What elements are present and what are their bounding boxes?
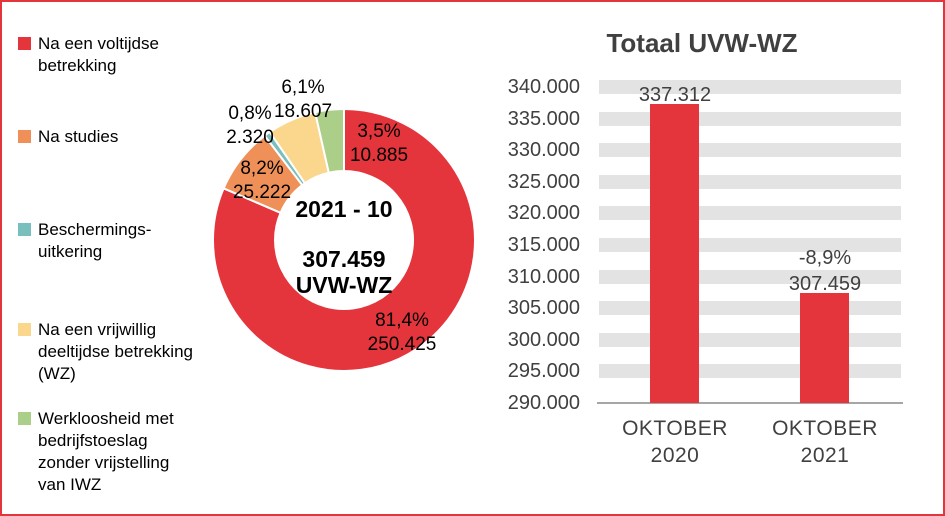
slice-pct: 81,4% — [375, 310, 429, 331]
legend-item-na-studies: Na studies — [18, 126, 118, 148]
legend-item-vrijwillig-deeltijds: Na een vrijwillig deeltijdse betrekking … — [18, 319, 193, 385]
legend-swatch-orange — [18, 130, 31, 143]
slice-value: 250.425 — [367, 334, 437, 355]
gridline-band — [599, 301, 901, 315]
legend-swatch-red — [18, 37, 31, 50]
y-axis-tick-label: 340.000 — [507, 76, 580, 98]
gridline-band — [599, 80, 901, 94]
legend-item-werkloosheid-bedrijfstoeslag: Werkloosheid met bedrijfstoeslag zonder … — [18, 408, 174, 496]
gridline-band — [599, 143, 901, 157]
slice-value: 25.222 — [232, 182, 292, 203]
y-axis-tick-label: 325.000 — [507, 171, 580, 193]
y-axis-tick-label: 320.000 — [507, 202, 580, 224]
x-axis-line — [597, 402, 903, 404]
legend-label: Na een vrijwillig deeltijdse betrekking … — [38, 320, 193, 383]
y-axis-tick-label: 290.000 — [507, 392, 580, 414]
gridline-band — [599, 206, 901, 220]
slice-label-beschermingsuitkering: 0,8% 2.320 — [195, 102, 305, 150]
legend-label: Na een voltijdse betrekking — [38, 34, 159, 75]
y-axis-tick-label: 335.000 — [507, 108, 580, 130]
slice-pct: 6,1% — [281, 77, 325, 98]
legend-swatch-green — [18, 412, 31, 425]
legend-swatch-teal — [18, 223, 31, 236]
slice-label-na-studies: 8,2% 25.222 — [207, 157, 317, 205]
legend-label: Na studies — [38, 127, 119, 146]
bar-1 — [800, 293, 849, 403]
slice-label-voltijdse-betrekking: 81,4% 250.425 — [347, 309, 457, 357]
y-axis-tick-label: 305.000 — [507, 297, 580, 319]
slice-label-werkloosheid-bedrijfstoeslag: 3,5% 10.885 — [324, 120, 434, 168]
donut-center-label: 2021 - 10 307.459 UVW-WZ — [234, 196, 454, 298]
gridline-band — [599, 175, 901, 189]
bar-value-label-0: 337.312 — [638, 84, 712, 106]
gridline-band — [599, 364, 901, 378]
y-axis-tick-label: 330.000 — [507, 139, 580, 161]
slice-pct: 0,8% — [228, 103, 272, 124]
legend-label: Werkloosheid met bedrijfstoeslag zonder … — [38, 409, 174, 494]
y-axis-tick-label: 295.000 — [507, 360, 580, 382]
y-axis-tick-label: 315.000 — [507, 234, 580, 256]
slice-value: 10.885 — [349, 145, 409, 166]
slice-value: 18.607 — [273, 101, 333, 122]
donut-center-total: 307.459 UVW-WZ — [295, 246, 393, 298]
slice-value: 2.320 — [226, 127, 274, 148]
donut-center-period: 2021 - 10 — [295, 196, 393, 222]
slice-label-vrijwillig-deeltijds: 6,1% 18.607 — [248, 76, 358, 124]
legend-item-na-een-voltijdse-betrekking: Na een voltijdse betrekking — [18, 33, 159, 77]
legend-label: Beschermings- uitkering — [38, 220, 152, 261]
y-axis-tick-label: 310.000 — [507, 266, 580, 288]
donut-slice-0 — [212, 107, 476, 372]
gridline-band — [599, 333, 901, 347]
donut-slice-4 — [313, 107, 345, 174]
bar-0 — [650, 104, 699, 403]
slice-pct: 8,2% — [240, 158, 284, 179]
donut-legend: Na een voltijdse betrekking Na studies B… — [2, 2, 212, 514]
slice-pct: 3,5% — [357, 121, 401, 142]
gridline-band — [599, 112, 901, 126]
bar-chart-title: Totaal UVW-WZ — [606, 28, 798, 58]
legend-swatch-yellow — [18, 323, 31, 336]
bar-value-label-1: -8,9% 307.459 — [788, 247, 862, 295]
legend-item-beschermingsuitkering: Beschermings- uitkering — [18, 219, 151, 263]
x-axis-category-label-0: OKTOBER 2020 — [622, 417, 728, 467]
y-axis-tick-label: 300.000 — [507, 329, 580, 351]
donut-chart — [212, 107, 476, 372]
x-axis-category-label-1: OKTOBER 2021 — [772, 417, 878, 467]
